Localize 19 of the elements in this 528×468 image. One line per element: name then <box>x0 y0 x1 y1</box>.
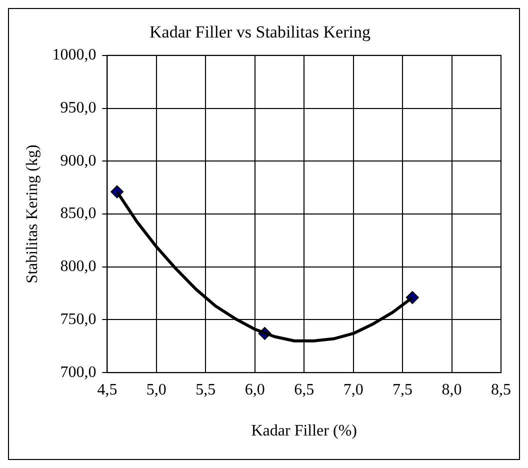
x-tick-label: 6,5 <box>294 381 314 398</box>
y-tick-label: 800,0 <box>60 258 96 276</box>
y-axis-title: Stabilitas Kering (kg) <box>24 144 41 284</box>
y-tick-label: 850,0 <box>60 205 96 222</box>
x-tick-label: 5,5 <box>196 381 216 398</box>
x-tick-label: 7,0 <box>343 381 364 398</box>
x-axis-title: Kadar Filler (%) <box>251 422 357 440</box>
chart-title: Kadar Filler vs Stabilitas Kering <box>150 22 371 42</box>
x-tick-label: 8,5 <box>491 381 511 398</box>
x-tick-label: 8,0 <box>442 381 462 398</box>
y-tick-label: 900,0 <box>60 152 96 170</box>
y-tick-label: 1000,0 <box>52 46 96 64</box>
x-tick-label: 5,0 <box>146 381 166 398</box>
y-tick-label: 750,0 <box>60 310 96 328</box>
x-tick-label: 4,5 <box>97 381 118 398</box>
y-tick-label: 950,0 <box>60 99 96 116</box>
x-tick-label: 6,0 <box>244 381 265 398</box>
y-tick-label: 700,0 <box>60 364 96 381</box>
x-tick-label: 7,5 <box>392 381 413 398</box>
